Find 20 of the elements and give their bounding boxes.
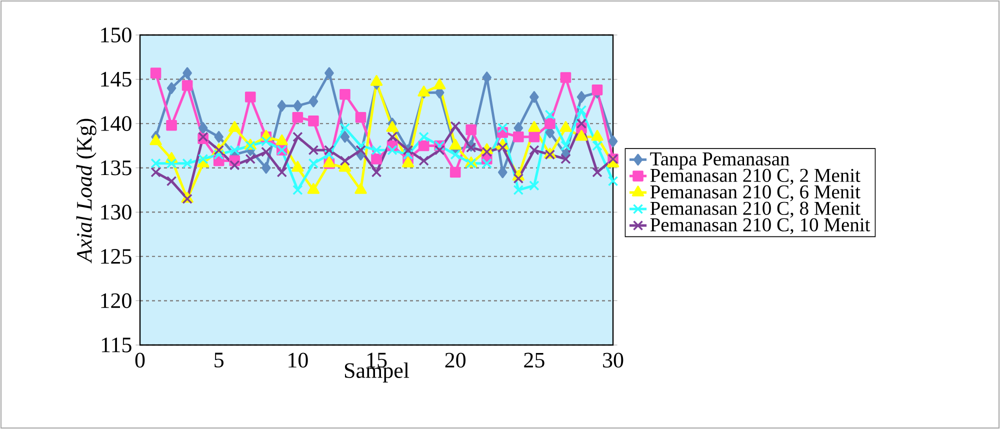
y-tick-label: 140 — [101, 116, 132, 131]
x-tick-label: 25 — [524, 352, 544, 368]
y-tick-label: 150 — [101, 28, 132, 42]
x-tick-label: 10 — [288, 352, 308, 368]
y-tick-label: 115 — [102, 338, 132, 352]
x-tick-label: 20 — [445, 352, 466, 368]
y-axis-title: Axial Load (Kg) — [76, 118, 96, 264]
y-tick-label: 135 — [101, 160, 132, 176]
legend-label: Pemanasan 210 C, 2 Menit — [650, 168, 860, 185]
x-tick-label: 5 — [214, 352, 224, 368]
y-tick-label: 120 — [101, 293, 132, 308]
legend-label: Tanpa Pemanasan — [650, 152, 790, 170]
x-tick-label: 30 — [603, 352, 624, 368]
legend-label: Pemanasan 210 C, 8 Menit — [650, 202, 860, 218]
legend-label: Pemanasan 210 C, 10 Menit — [650, 218, 870, 234]
y-tick-label: 145 — [101, 72, 132, 87]
y-tick-label: 125 — [101, 249, 132, 264]
y-tick-label: 130 — [101, 204, 132, 220]
x-tick-label: 0 — [135, 352, 145, 368]
legend-label: Pemanasan 210 C, 6 Menit — [650, 185, 860, 202]
